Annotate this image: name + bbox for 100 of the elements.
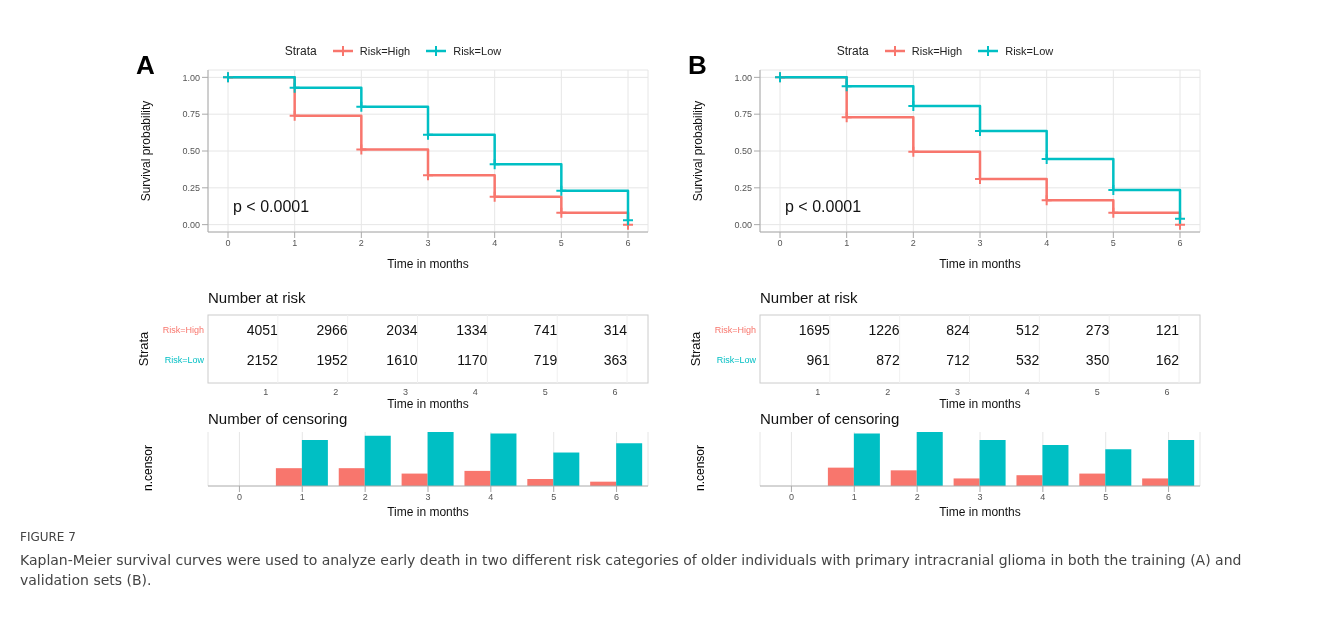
y-tick-label: 0.75 bbox=[734, 109, 752, 120]
data-label: 273 bbox=[1085, 322, 1110, 338]
x-tick-label: 1 bbox=[815, 387, 821, 397]
x-tick-label: 0 bbox=[236, 492, 242, 503]
data-label: 1170 bbox=[457, 352, 488, 368]
x-axis-title: Time in months bbox=[939, 505, 1021, 519]
y-axis-title: n.censor bbox=[693, 444, 707, 492]
x-tick-label: 1 bbox=[299, 492, 305, 503]
x-tick-label: 2 bbox=[914, 492, 920, 503]
y-axis-title: Strata bbox=[136, 330, 151, 367]
x-tick-label: 4 bbox=[1040, 492, 1046, 503]
annotation: p < 0.0001 bbox=[233, 198, 310, 216]
x-axis-title: Time in months bbox=[939, 397, 1021, 411]
data-label: 1226 bbox=[868, 322, 900, 338]
y-tick-label: 0.25 bbox=[182, 183, 200, 194]
data-label: 719 bbox=[533, 352, 558, 368]
y-tick-label: 0.75 bbox=[182, 109, 200, 120]
y-axis-title: n.censor bbox=[141, 444, 155, 492]
x-tick-label: 3 bbox=[425, 238, 431, 249]
legend-label: Risk=Low bbox=[453, 45, 502, 57]
legend-label: Risk=High bbox=[359, 45, 411, 57]
data-label: 961 bbox=[806, 352, 831, 368]
legend-label: Risk=High bbox=[911, 45, 963, 57]
data-label: 741 bbox=[533, 322, 558, 338]
y-tick-label: Risk=Low bbox=[164, 355, 205, 365]
x-tick-label: 5 bbox=[551, 492, 557, 503]
chart-title: A bbox=[136, 50, 155, 81]
chart-title: Number at risk bbox=[208, 289, 307, 306]
y-tick-label: 1.00 bbox=[182, 72, 200, 83]
y-tick-label: 1.00 bbox=[734, 72, 752, 83]
x-tick-label: 1 bbox=[844, 238, 850, 249]
data-label: 1610 bbox=[386, 352, 418, 368]
y-tick-label: Risk=Low bbox=[716, 355, 757, 365]
data-label: 824 bbox=[946, 322, 970, 338]
y-tick-label: 0.00 bbox=[182, 219, 200, 230]
data-label: 350 bbox=[1085, 352, 1110, 368]
x-tick-label: 6 bbox=[625, 238, 631, 249]
y-tick-label: Risk=High bbox=[162, 325, 204, 335]
data-label: 712 bbox=[946, 352, 970, 368]
x-tick-label: 5 bbox=[558, 238, 564, 249]
y-tick-label: 0.50 bbox=[734, 146, 752, 157]
x-tick-label: 2 bbox=[358, 238, 364, 249]
data-label: 2152 bbox=[246, 352, 279, 368]
data-label: 1334 bbox=[456, 322, 488, 338]
y-tick-label: 0.00 bbox=[734, 219, 752, 230]
data-label: 363 bbox=[603, 352, 628, 368]
x-tick-label: 0 bbox=[225, 238, 231, 249]
data-label: 1695 bbox=[798, 322, 831, 338]
chart-title: Number of censoring bbox=[208, 410, 348, 427]
y-axis-title: Strata bbox=[688, 330, 703, 367]
x-tick-label: 4 bbox=[488, 492, 494, 503]
text: Kaplan-Meier survival curves were used to analyze early death in two different risk categories of older individuals with primary intracranial glioma in both the training (A) and validation sets (B). bbox=[20, 551, 1243, 590]
data-label: 162 bbox=[1155, 352, 1180, 368]
x-tick-label: 3 bbox=[955, 387, 961, 397]
x-tick-label: 4 bbox=[1024, 387, 1030, 397]
data-label: 1952 bbox=[316, 352, 348, 368]
x-axis-title: Time in months bbox=[387, 397, 469, 411]
legend-label: Risk=Low bbox=[1005, 45, 1054, 57]
x-tick-label: 5 bbox=[1110, 238, 1116, 249]
chart-title: Number of censoring bbox=[760, 410, 900, 427]
data-label: 532 bbox=[1016, 352, 1040, 368]
x-tick-label: 4 bbox=[472, 387, 478, 397]
x-tick-label: 2 bbox=[885, 387, 891, 397]
x-tick-label: 6 bbox=[1164, 387, 1170, 397]
x-tick-label: 0 bbox=[777, 238, 783, 249]
x-tick-label: 4 bbox=[1044, 238, 1050, 249]
x-tick-label: 1 bbox=[263, 387, 269, 397]
data-label: 872 bbox=[876, 352, 900, 368]
y-tick-label: 0.25 bbox=[734, 183, 752, 194]
x-tick-label: 4 bbox=[492, 238, 498, 249]
data-label: 121 bbox=[1155, 322, 1180, 338]
x-axis-title: Time in months bbox=[387, 257, 469, 271]
x-tick-label: 3 bbox=[977, 492, 983, 503]
data-label: 2966 bbox=[316, 322, 348, 338]
x-tick-label: 3 bbox=[977, 238, 983, 249]
legend-title: Strata bbox=[836, 44, 869, 58]
y-tick-label: Risk=High bbox=[714, 325, 756, 335]
x-axis-title: Time in months bbox=[387, 505, 469, 519]
x-tick-label: 6 bbox=[1177, 238, 1183, 249]
data-label: 314 bbox=[603, 322, 628, 338]
y-axis-title: Survival probability bbox=[139, 100, 154, 202]
x-tick-label: 6 bbox=[612, 387, 618, 397]
x-tick-label: 1 bbox=[292, 238, 298, 249]
x-tick-label: 6 bbox=[614, 492, 620, 503]
data-label: 2034 bbox=[386, 322, 418, 338]
data-label: 512 bbox=[1016, 322, 1040, 338]
x-tick-label: 5 bbox=[1103, 492, 1109, 503]
x-axis-title: Time in months bbox=[939, 257, 1021, 271]
x-tick-label: 2 bbox=[910, 238, 916, 249]
y-tick-label: 0.50 bbox=[182, 146, 200, 157]
x-tick-label: 0 bbox=[788, 492, 794, 503]
x-tick-label: 3 bbox=[403, 387, 409, 397]
chart-title: Number at risk bbox=[760, 289, 859, 306]
text: FIGURE 7 bbox=[20, 530, 77, 544]
chart-title: B bbox=[688, 50, 707, 81]
annotation: p < 0.0001 bbox=[785, 198, 862, 216]
legend-title: Strata bbox=[284, 44, 317, 58]
x-tick-label: 3 bbox=[425, 492, 431, 503]
x-tick-label: 1 bbox=[851, 492, 857, 503]
y-axis-title: Survival probability bbox=[691, 100, 706, 202]
